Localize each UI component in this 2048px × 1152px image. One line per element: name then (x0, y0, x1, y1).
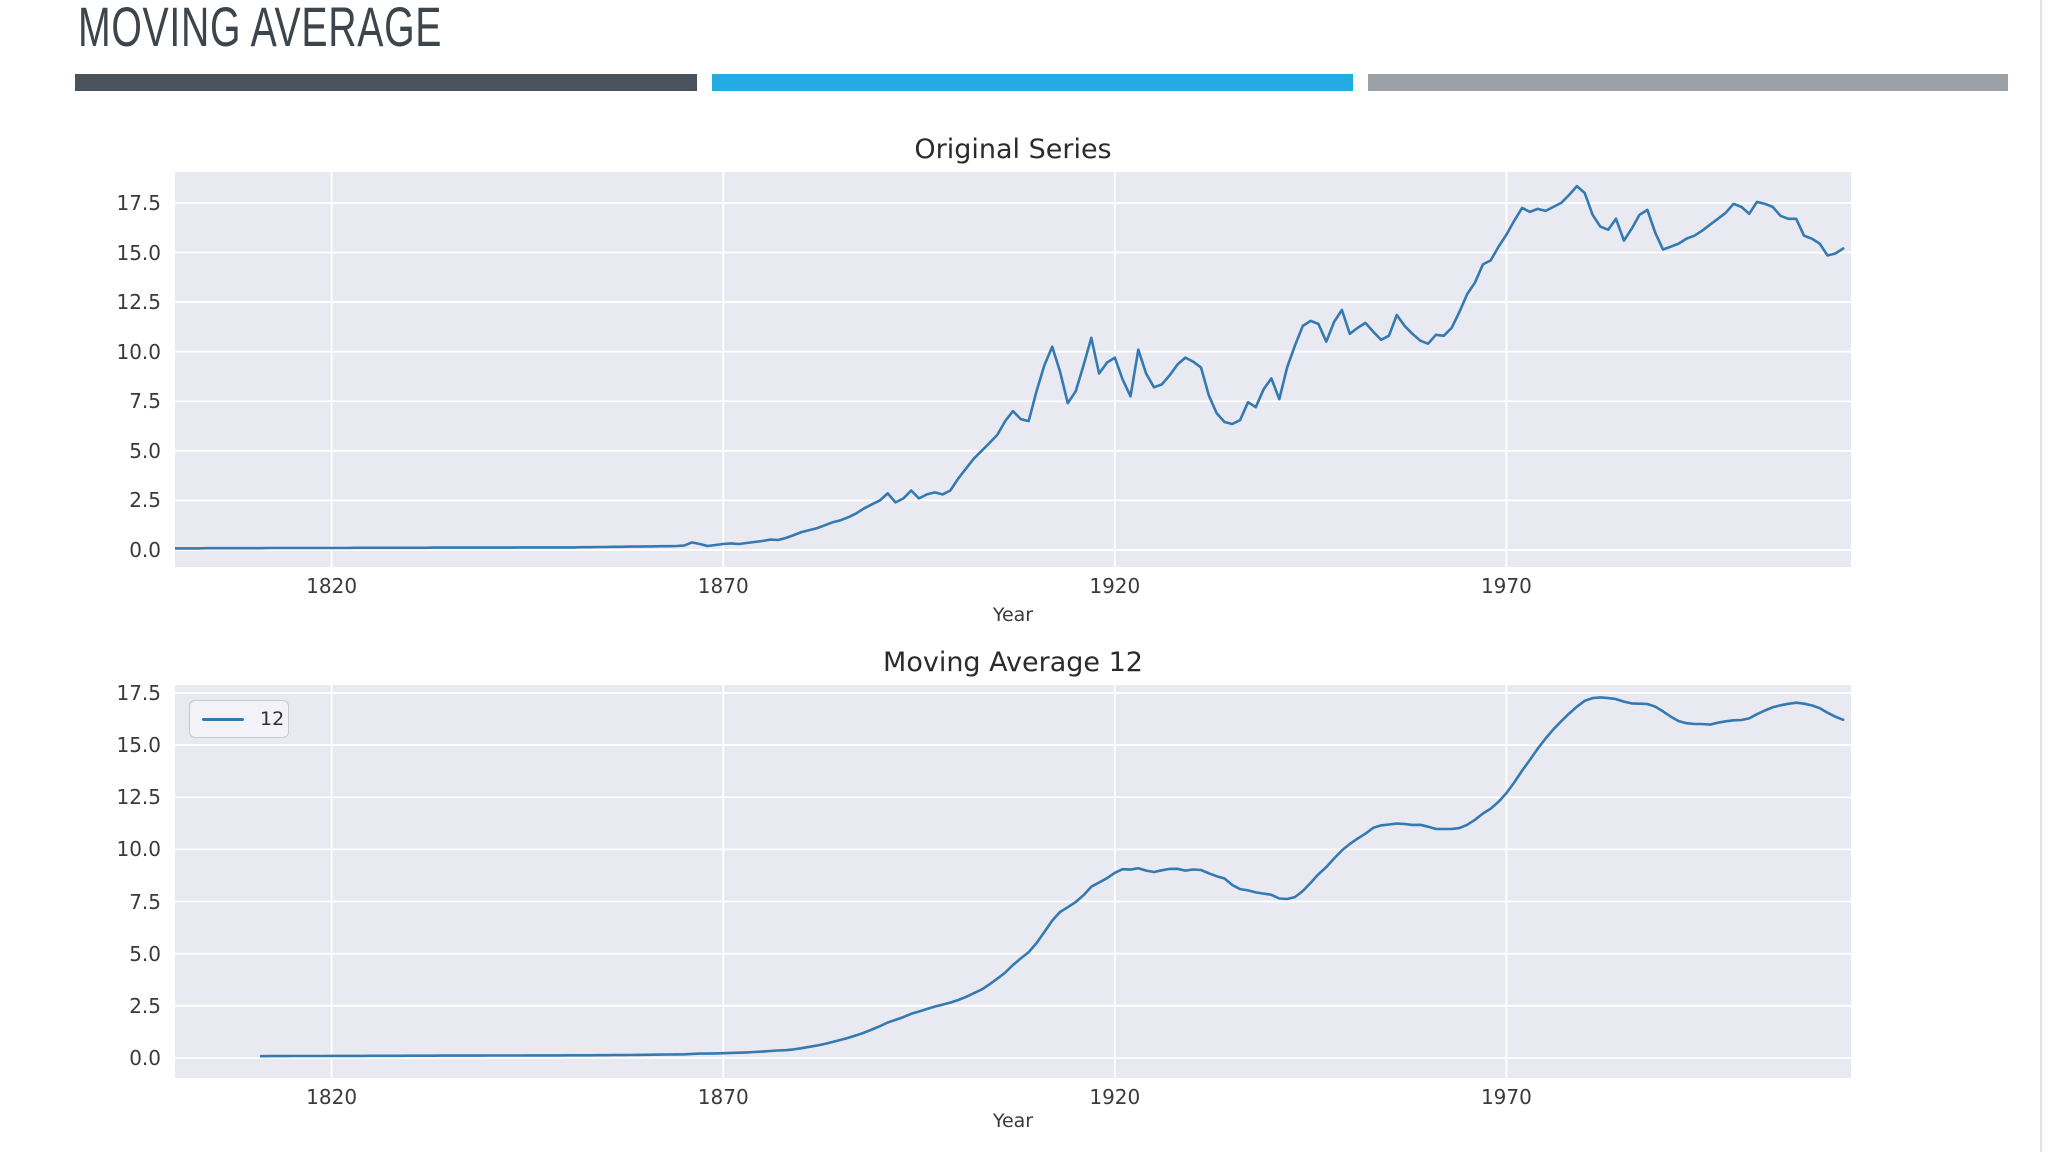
legend-label: 12 (260, 708, 285, 730)
y-tick-label: 7.5 (129, 389, 161, 414)
y-tick-label: 12.5 (116, 290, 161, 315)
legend-line-swatch (202, 717, 244, 721)
y-tick-label: 10.0 (116, 339, 161, 364)
y-tick-label: 2.5 (129, 488, 161, 513)
slide-title: MOVING AVERAGE (78, 0, 443, 58)
x-axis-label-original-series: Year (992, 604, 1034, 626)
legend: 12 (189, 700, 289, 738)
x-tick-label: 1970 (1480, 1085, 1532, 1109)
accent-bar-gray (1368, 74, 2008, 91)
accent-bar-dark (75, 74, 697, 91)
y-tick-label: 17.5 (116, 190, 161, 215)
x-tick-label: 1920 (1089, 1085, 1141, 1109)
plot-area-original-series (175, 172, 1851, 567)
y-tick-label: 5.0 (129, 438, 161, 463)
y-tick-label: 0.0 (129, 537, 161, 562)
plot-area-moving-average (175, 685, 1851, 1078)
series-line (175, 184, 1845, 550)
y-tick-label: 5.0 (129, 941, 161, 966)
x-tick-label: 1970 (1480, 574, 1532, 598)
y-tick-label: 0.0 (129, 1045, 161, 1070)
x-tick-label: 1870 (697, 574, 749, 598)
x-tick-label: 1870 (697, 1085, 749, 1109)
accent-bar-blue (712, 74, 1353, 91)
x-axis-label-moving-average: Year (992, 1110, 1034, 1132)
y-tick-label: 2.5 (129, 993, 161, 1018)
chart-title-moving-average: Moving Average 12 (883, 647, 1143, 678)
plot-background (175, 685, 1851, 1078)
series-line (259, 696, 1845, 1058)
y-tick-label: 15.0 (116, 240, 161, 265)
y-tick-label: 15.0 (116, 733, 161, 758)
chart-title-original-series: Original Series (914, 134, 1112, 165)
y-tick-label: 10.0 (116, 837, 161, 862)
y-tick-label: 12.5 (116, 785, 161, 810)
y-tick-label: 7.5 (129, 889, 161, 914)
plot-background (175, 172, 1851, 567)
x-tick-label: 1820 (306, 574, 358, 598)
y-tick-label: 17.5 (116, 680, 161, 705)
slide-edge-line (2040, 0, 2042, 1152)
x-tick-label: 1920 (1089, 574, 1141, 598)
x-tick-label: 1820 (306, 1085, 358, 1109)
